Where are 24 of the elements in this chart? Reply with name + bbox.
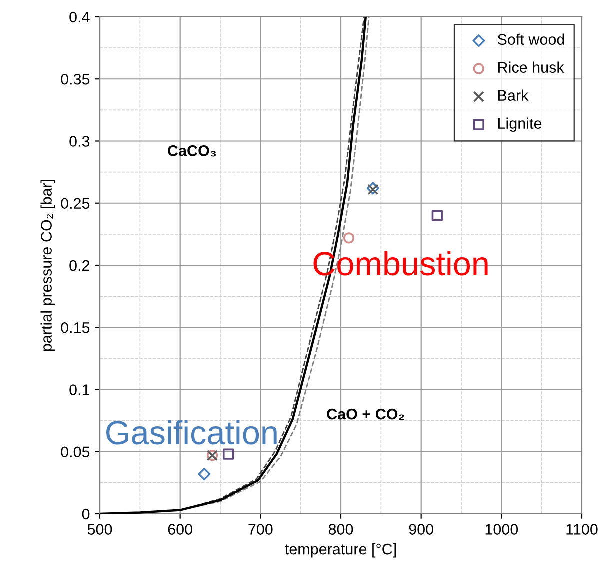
y-tick-label: 0.2 (70, 260, 90, 272)
annotation: CaCO₃ (168, 145, 216, 157)
x-tick-label: 700 (248, 524, 273, 535)
x-axis-title: temperature [°C] (285, 544, 396, 558)
annotation: CaO + CO₂ (327, 408, 404, 420)
x-tick-label: 1000 (486, 524, 518, 535)
y-axis-title: partial pressure CO₂ [bar] (40, 180, 55, 352)
y-tick-label: 0.25 (61, 198, 90, 210)
y-tick-label: 0.35 (61, 74, 90, 85)
x-tick-label: 600 (168, 524, 192, 535)
y-tick-label: 0.15 (61, 322, 90, 334)
x-tick-label: 1100 (566, 524, 598, 535)
x-tick-label: 800 (328, 524, 354, 535)
y-tick-label: 0.4 (70, 12, 90, 23)
legend-label: Soft wood (498, 34, 564, 46)
y-tick-label: 0.1 (70, 384, 90, 396)
x-tick-label: 500 (88, 524, 112, 535)
x-tick-label: 900 (409, 524, 434, 535)
y-tick-label: 0.3 (70, 136, 90, 147)
legend-label: Lignite (498, 118, 542, 132)
y-tick-label: 0 (82, 508, 90, 520)
legend-label: Bark (498, 90, 529, 102)
legend-label: Rice husk (498, 62, 564, 74)
y-tick-label: 0.05 (61, 446, 90, 458)
